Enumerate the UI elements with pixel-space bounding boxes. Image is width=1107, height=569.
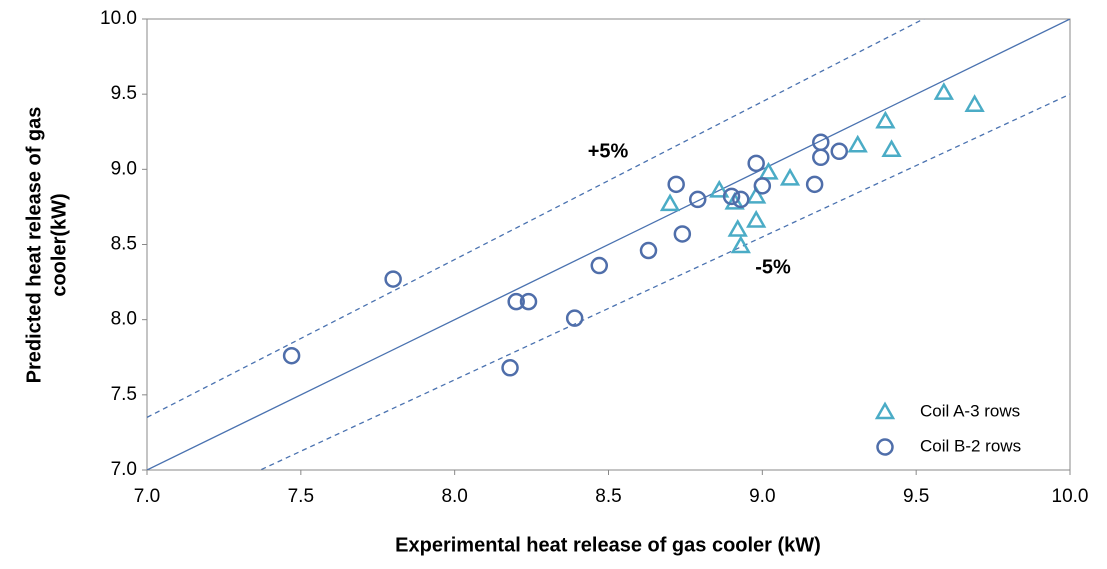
x-tick-label: 9.5 bbox=[903, 486, 929, 507]
point bbox=[709, 179, 730, 198]
x-axis-title: Experimental heat release of gas cooler … bbox=[395, 534, 821, 556]
y-axis-title: Predicted heat release of gas bbox=[23, 107, 45, 384]
point bbox=[565, 309, 584, 327]
point bbox=[384, 270, 402, 288]
reference-line bbox=[147, 19, 1070, 470]
point bbox=[590, 256, 609, 275]
point bbox=[779, 167, 801, 186]
point bbox=[746, 209, 767, 228]
point bbox=[722, 187, 741, 206]
legend-label: Coil B-2 rows bbox=[920, 436, 1021, 455]
y-tick-label: 8.5 bbox=[111, 234, 137, 255]
point bbox=[659, 193, 681, 212]
y-tick-label: 7.5 bbox=[111, 384, 137, 405]
x-tick-label: 8.0 bbox=[441, 486, 467, 507]
legend-marker bbox=[874, 401, 896, 420]
x-tick-label: 9.0 bbox=[749, 486, 775, 507]
point bbox=[758, 161, 779, 180]
point bbox=[673, 225, 692, 243]
x-tick-label: 10.0 bbox=[1052, 486, 1089, 507]
point bbox=[805, 175, 824, 194]
point bbox=[875, 110, 896, 129]
y-tick-label: 9.5 bbox=[111, 83, 137, 104]
point bbox=[507, 292, 525, 311]
point bbox=[519, 292, 538, 311]
y-tick-label: 10.0 bbox=[100, 8, 137, 29]
reference-line bbox=[258, 93, 1070, 470]
point bbox=[282, 346, 301, 365]
point bbox=[667, 175, 685, 194]
point bbox=[747, 154, 765, 173]
point bbox=[501, 359, 519, 377]
x-tick-label: 7.0 bbox=[134, 486, 160, 507]
point bbox=[730, 235, 751, 254]
x-tick-label: 7.5 bbox=[288, 486, 314, 507]
reference-line bbox=[147, 19, 925, 418]
point bbox=[964, 94, 985, 112]
reference-lines bbox=[147, 19, 1070, 470]
legend-label: Coil A-3 rows bbox=[920, 401, 1020, 420]
y-tick-label: 7.0 bbox=[111, 459, 137, 480]
point bbox=[727, 218, 748, 237]
point bbox=[639, 241, 658, 260]
y-axis-title: cooler(kW) bbox=[48, 193, 70, 296]
annotation: -5% bbox=[755, 256, 791, 278]
y-tick-label: 9.0 bbox=[111, 158, 137, 179]
point bbox=[812, 148, 830, 167]
point bbox=[732, 190, 750, 209]
point bbox=[753, 177, 772, 195]
legend-marker bbox=[876, 438, 894, 456]
x-tick-label: 8.5 bbox=[595, 486, 621, 507]
point bbox=[847, 134, 868, 153]
point bbox=[881, 139, 902, 158]
point bbox=[933, 82, 955, 100]
point bbox=[830, 142, 848, 161]
annotation: +5% bbox=[588, 140, 629, 162]
y-tick-label: 8.0 bbox=[111, 309, 137, 330]
point bbox=[746, 185, 767, 204]
point bbox=[812, 133, 830, 152]
point bbox=[688, 190, 707, 209]
